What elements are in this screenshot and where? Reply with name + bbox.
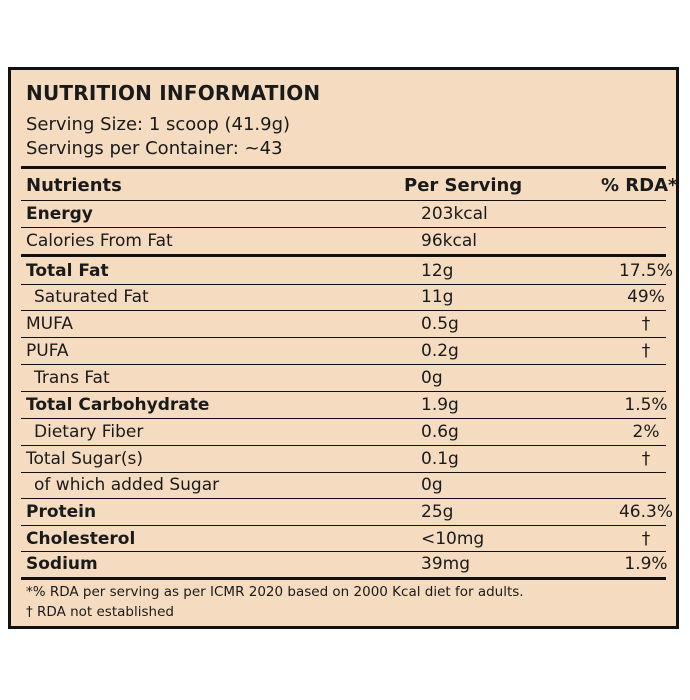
divider-thick <box>21 254 666 257</box>
nutrient-name: Total Sugar(s) <box>26 449 143 469</box>
nutrient-name: Energy <box>26 204 93 224</box>
table-row: Calories From Fat 96kcal <box>26 228 661 254</box>
rda-value: † <box>641 529 651 549</box>
per-serving-value: 0.5g <box>421 314 459 334</box>
divider-thick <box>21 577 666 580</box>
footnote-rda: *% RDA per serving as per ICMR 2020 base… <box>26 584 524 600</box>
per-serving-value: 0.1g <box>421 449 459 469</box>
divider <box>21 472 666 473</box>
per-serving-value: 203kcal <box>421 204 488 224</box>
per-serving-value: 0g <box>421 368 443 388</box>
table-row: of which added Sugar 0g <box>26 472 661 498</box>
panel-title: NUTRITION INFORMATION <box>26 81 321 105</box>
table-row: Saturated Fat 11g 49% <box>26 284 665 310</box>
per-serving-value: 0.2g <box>421 341 459 361</box>
per-serving-value: 0g <box>421 475 443 495</box>
per-serving-value: 96kcal <box>421 231 477 251</box>
table-row: Total Fat 12g 17.5% <box>26 258 673 284</box>
nutrient-name: of which added Sugar <box>34 475 220 495</box>
table-row: Dietary Fiber 0.6g 2% <box>26 419 661 445</box>
per-serving-value: 0.6g <box>421 422 459 442</box>
divider <box>21 337 666 338</box>
divider <box>21 310 666 311</box>
nutrient-name: Total Carbohydrate <box>26 395 210 415</box>
per-serving-value: 25g <box>421 502 454 522</box>
rda-value: 1.9% <box>624 554 668 574</box>
divider <box>21 284 666 285</box>
per-serving-value: 12g <box>421 261 454 281</box>
rda-value: 17.5% <box>618 261 673 281</box>
divider <box>21 391 666 392</box>
nutrient-name: Calories From Fat <box>26 231 173 251</box>
table-row: Trans Fat 0g <box>26 365 661 391</box>
table-row: Cholesterol <10mg † <box>26 526 661 552</box>
header-nutrients: Nutrients <box>26 175 122 196</box>
divider <box>21 227 666 228</box>
table-header: Nutrients Per Serving % RDA* <box>26 173 677 199</box>
servings-per-container: Servings per Container: ~43 <box>26 138 283 159</box>
nutrient-name: Dietary Fiber <box>34 422 144 442</box>
divider <box>21 445 666 446</box>
divider <box>21 551 666 552</box>
nutrient-name: Trans Fat <box>34 368 110 388</box>
table-row: Sodium 39mg 1.9% <box>26 551 668 577</box>
rda-value: 1.5% <box>624 395 668 415</box>
nutrient-name: MUFA <box>26 314 73 334</box>
per-serving-value: 39mg <box>421 554 470 574</box>
table-row: Total Carbohydrate 1.9g 1.5% <box>26 392 668 418</box>
nutrition-panel: NUTRITION INFORMATION Serving Size: 1 sc… <box>8 67 679 629</box>
rda-value: † <box>641 341 651 361</box>
rda-value: † <box>641 449 651 469</box>
per-serving-value: 11g <box>421 287 454 307</box>
header-rda: % RDA* <box>601 175 678 196</box>
per-serving-value: 1.9g <box>421 395 459 415</box>
footnote-dagger: † RDA not established <box>26 604 174 620</box>
nutrient-name: PUFA <box>26 341 69 361</box>
rda-value: 49% <box>627 287 665 307</box>
nutrient-name: Sodium <box>26 554 98 574</box>
nutrient-name: Cholesterol <box>26 529 136 549</box>
nutrient-name: Total Fat <box>26 261 109 281</box>
per-serving-value: <10mg <box>421 529 485 549</box>
divider <box>21 200 666 201</box>
divider <box>21 418 666 419</box>
divider <box>21 525 666 526</box>
nutrient-name: Protein <box>26 502 97 522</box>
table-row: Energy 203kcal <box>26 201 661 227</box>
divider-thick <box>21 166 666 169</box>
rda-value: 2% <box>632 422 660 442</box>
table-row: Total Sugar(s) 0.1g † <box>26 446 661 472</box>
rda-value: † <box>641 314 651 334</box>
rda-value: 46.3% <box>618 502 673 522</box>
header-per-serving: Per Serving <box>404 175 523 196</box>
table-row: PUFA 0.2g † <box>26 338 661 364</box>
serving-size: Serving Size: 1 scoop (41.9g) <box>26 114 291 135</box>
nutrient-name: Saturated Fat <box>34 287 149 307</box>
table-row: MUFA 0.5g † <box>26 311 661 337</box>
table-row: Protein 25g 46.3% <box>26 499 673 525</box>
divider <box>21 364 666 365</box>
divider <box>21 498 666 499</box>
